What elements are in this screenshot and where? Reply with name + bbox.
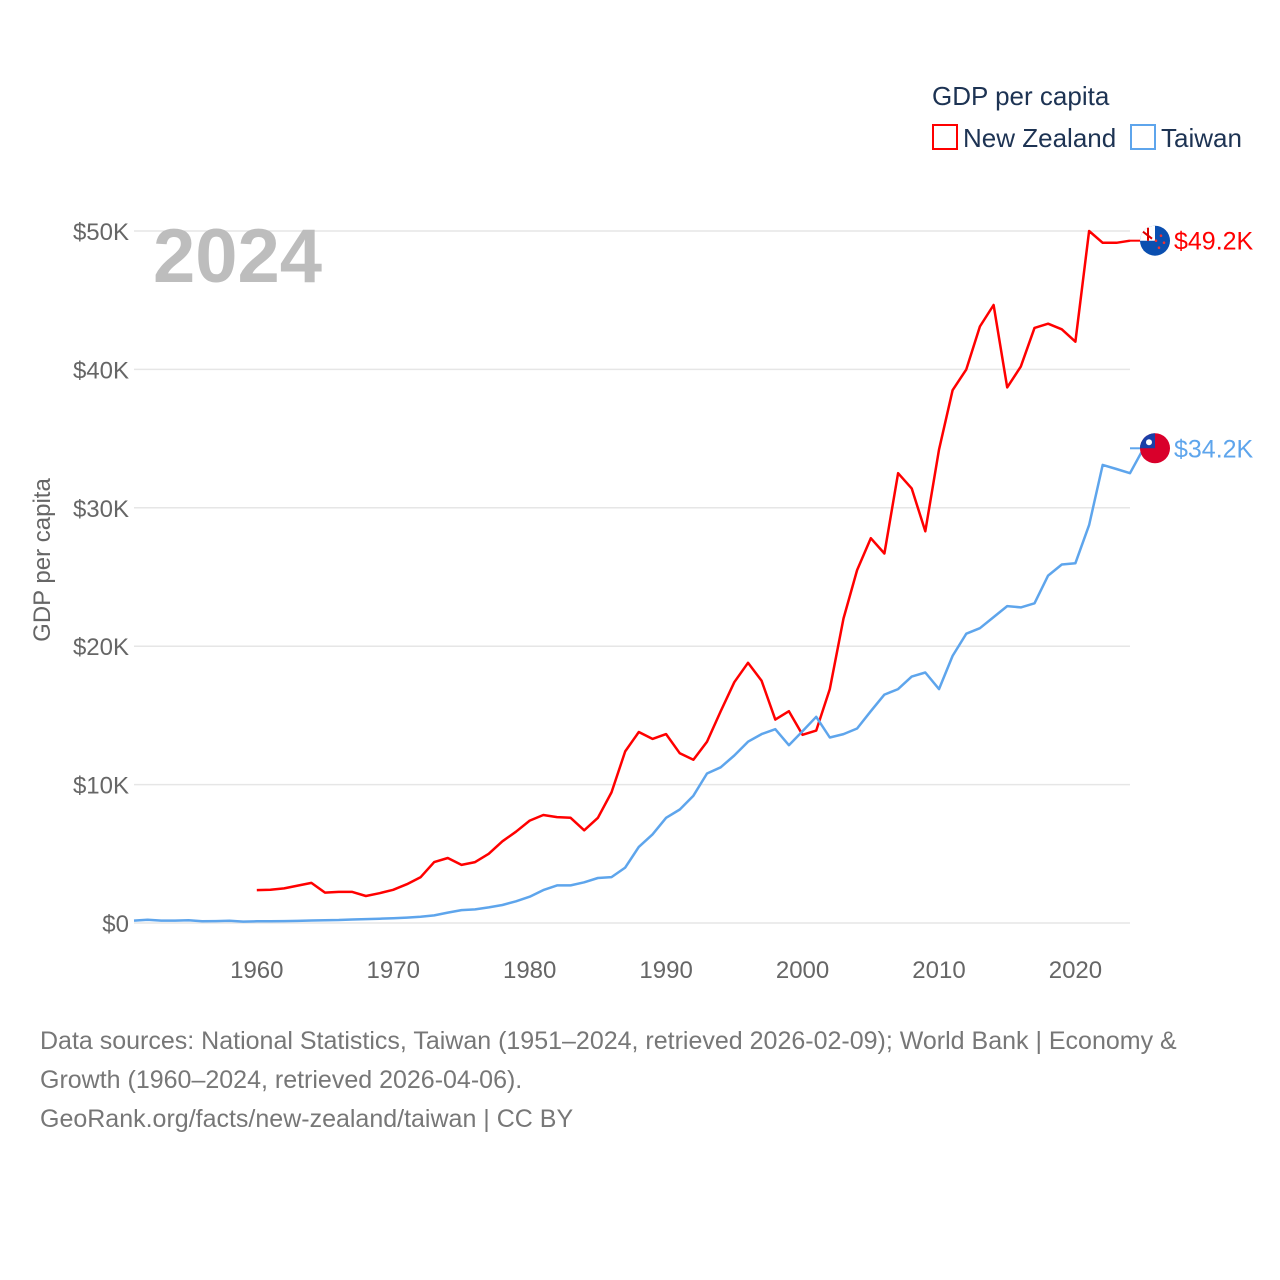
new-zealand-flag-icon <box>1140 225 1170 256</box>
x-tick-label: 1960 <box>230 957 283 984</box>
footer-sources-line-2: Growth (1960–2024, retrieved 2026-04-06)… <box>40 1066 523 1094</box>
year-watermark: 2024 <box>153 214 322 299</box>
x-axis-ticks: 1960 1970 1980 1990 2000 2010 2020 <box>230 957 1102 984</box>
y-tick-label: $40K <box>73 357 129 384</box>
footer-attribution[interactable]: GeoRank.org/facts/new-zealand/taiwan | C… <box>40 1105 574 1133</box>
end-value-label: $49.2K <box>1174 228 1254 256</box>
y-tick-label: $0 <box>102 911 129 938</box>
x-tick-label: 1990 <box>639 957 692 984</box>
legend-label-taiwan[interactable]: Taiwan <box>1161 123 1242 153</box>
y-tick-label: $20K <box>73 634 129 661</box>
legend: GDP per capita New Zealand Taiwan <box>932 81 1242 153</box>
y-tick-label: $10K <box>73 773 129 800</box>
end-value-label: $34.2K <box>1174 435 1254 463</box>
gridlines <box>134 230 1130 924</box>
series-line-new-zealand[interactable] <box>256 229 1131 898</box>
footer-sources-line-1: Data sources: National Statistics, Taiwa… <box>40 1027 1177 1055</box>
x-tick-label: 1980 <box>503 957 556 984</box>
x-tick-label: 2010 <box>912 957 965 984</box>
series-line-taiwan[interactable] <box>133 447 1145 923</box>
legend-label-new-zealand[interactable]: New Zealand <box>963 123 1116 153</box>
legend-swatch-taiwan[interactable] <box>1130 124 1156 150</box>
chart-footer: Data sources: National Statistics, Taiwa… <box>40 1022 1240 1139</box>
legend-swatch-new-zealand[interactable] <box>932 124 958 150</box>
x-tick-label: 2000 <box>776 957 829 984</box>
y-axis-ticks: $0 $10K $20K $30K $40K $50K <box>73 219 129 938</box>
series-end-labels: $49.2K $34.2K <box>1130 225 1254 464</box>
y-axis-label: GDP per capita <box>29 478 56 642</box>
taiwan-flag-icon <box>1140 433 1170 464</box>
series-lines <box>133 229 1145 923</box>
legend-title: GDP per capita <box>932 81 1110 111</box>
x-tick-label: 1970 <box>367 957 420 984</box>
y-tick-label: $30K <box>73 496 129 523</box>
x-tick-label: 2020 <box>1049 957 1102 984</box>
y-tick-label: $50K <box>73 219 129 246</box>
